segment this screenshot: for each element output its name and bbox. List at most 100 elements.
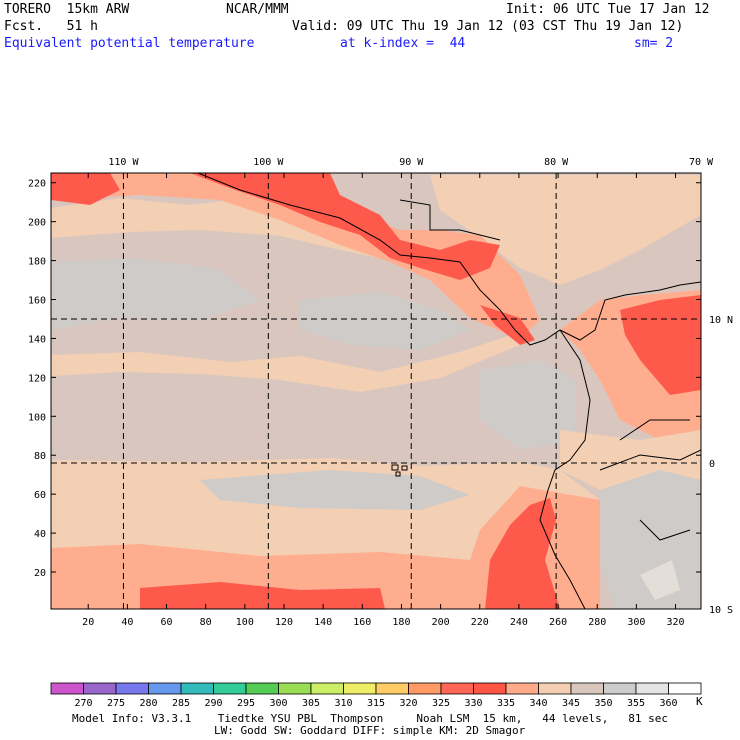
latitude-label: 10 N [709,315,733,326]
colorbar-swatch [668,682,702,695]
border-south-america-2 [619,419,690,441]
y-tick-label: 60 [34,490,46,501]
x-tick-label: 180 [392,617,410,628]
warm-amazon [560,430,701,490]
colorbar-swatch [408,682,442,695]
colorbar-swatch [148,682,182,695]
cool-region-south [200,470,470,510]
coastlines [197,173,701,609]
very-hot-costa-rica [480,305,535,345]
colorbar-label: 295 [237,698,255,709]
colorbar-swatch [343,682,377,695]
colorbar-label: 280 [139,698,157,709]
colorbar-label: 360 [659,698,677,709]
cool-region-central [300,292,470,350]
colorbar-label: 290 [204,698,222,709]
colorbar-swatch [375,682,409,695]
x-tick-label: 240 [510,617,528,628]
longitude-label: 70 W [689,157,714,168]
colorbar-label: 310 [334,698,352,709]
colorbar-swatch [570,682,604,695]
colorbar-label: 320 [399,698,417,709]
very-hot-band-south [140,582,385,609]
colorbar-label: 350 [594,698,612,709]
hot-band-south [51,486,600,609]
colorbar-label: 300 [269,698,287,709]
x-tick-label: 220 [471,617,489,628]
x-tick-label: 100 [236,617,254,628]
x-tick-label: 320 [667,617,685,628]
y-tick-label: 40 [34,529,46,540]
warm-band-mid [51,332,520,392]
x-tick-label: 280 [588,617,606,628]
colorbar-unit: K [696,695,703,708]
longitude-label: 90 W [399,157,424,168]
coastline-central-america [197,173,701,346]
y-tick-label: 100 [28,412,46,423]
x-tick-label: 160 [353,617,371,628]
latitude-label: 0 [709,459,715,470]
init-time: Init: 06 UTC Tue 17 Jan 12 [506,2,710,17]
colorbar-swatch [180,682,214,695]
colorbar: 270 275 280 285 290 295 300 305 310 315 320 325 330 3… [50,682,702,709]
x-tick-label: 300 [627,617,645,628]
colorbar-label: 345 [562,698,580,709]
field-name: Equivalent potential temperature [4,36,255,51]
colorbar-swatch [83,682,117,695]
longitude-label: 80 W [544,157,569,168]
colorbar-swatch [603,682,637,695]
colorbar-label: 340 [529,698,547,709]
cool-region-west [51,258,260,330]
colorbar-swatch [213,682,247,695]
very-hot-mexico [51,173,120,205]
y-tick-label: 180 [28,257,46,268]
colorbar-label: 315 [367,698,385,709]
colorbar-label: 355 [627,698,645,709]
colorbar-label: 270 [74,698,92,709]
coastline-south-america [539,329,591,609]
colorbar-swatch [440,682,474,695]
y-tick-label: 120 [28,373,46,384]
border-south-america-1 [599,449,701,471]
very-hot-peru-coast [485,498,560,609]
colorbar-swatch [245,682,279,695]
model-info-line2: LW: Godd SW: Goddard DIFF: simple KM: 2D… [214,724,526,737]
colorbar-swatch [50,682,84,695]
model-name: TORERO 15km ARW [4,2,130,17]
x-tick-label: 60 [160,617,172,628]
very-hot-venezuela [620,295,701,395]
border-south-america-3 [639,519,691,541]
x-tick-label: 40 [121,617,133,628]
model-info-line1: Model Info: V3.3.1 Tiedtke YSU PBL Thomp… [72,712,669,725]
latitude-label: 10 S [709,605,733,616]
colorbar-swatch [505,682,539,695]
colorbar-swatch [473,682,507,695]
x-tick-label: 200 [432,617,450,628]
smoothing-value: sm= 2 [634,36,674,51]
colorbar-label: 275 [107,698,125,709]
x-tick-label: 140 [314,617,332,628]
coastline-gulf [399,199,501,241]
x-tick-label: 80 [200,617,212,628]
warm-band-north [51,198,400,262]
plot-frame [50,172,702,610]
galapagos-islands [391,464,408,477]
colorbar-swatch [115,682,149,695]
y-tick-label: 80 [34,451,46,462]
colorbar-label: 335 [497,698,515,709]
center-name: NCAR/MMM [226,2,289,17]
y-tick-label: 20 [34,568,46,579]
y-tick-label: 200 [28,218,46,229]
colorbar-swatch [538,682,572,695]
longitude-label: 100 W [253,157,284,168]
forecast-hour: Fcst. 51 h [4,19,98,34]
colorbar-label: 325 [432,698,450,709]
cool-region-east [480,360,575,450]
warm-band-north-east [430,175,701,285]
y-tick-label: 140 [28,334,46,345]
valid-time: Valid: 09 UTC Thu 19 Jan 12 (03 CST Thu … [292,19,684,34]
colorbar-swatch [635,682,669,695]
colorbar-label: 285 [172,698,190,709]
x-tick-label: 20 [82,617,94,628]
